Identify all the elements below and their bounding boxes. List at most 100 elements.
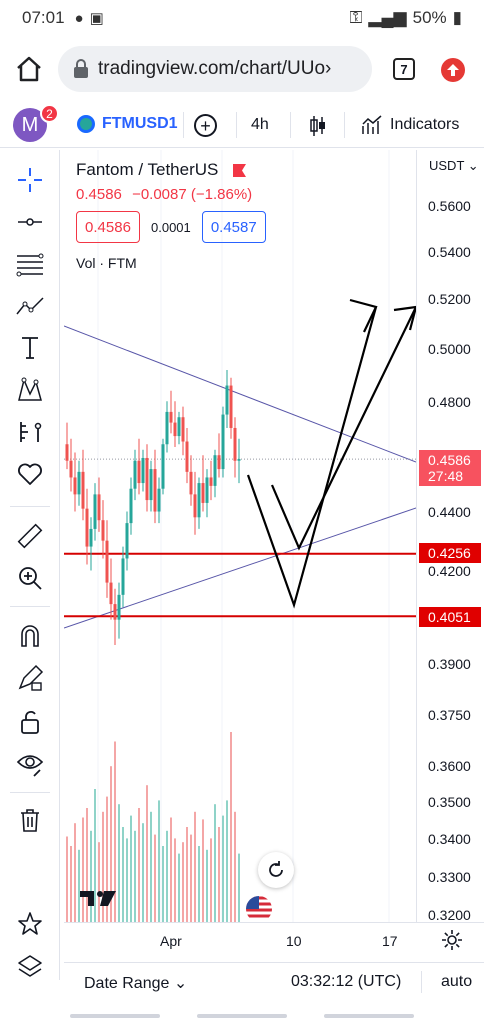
volume-bar <box>138 808 140 922</box>
symbol-search[interactable]: FTMUSD1 <box>76 114 178 134</box>
zoom-in-icon[interactable] <box>14 562 46 594</box>
reset-chart-button[interactable] <box>258 852 294 888</box>
chart-type-icon[interactable] <box>308 114 328 138</box>
volume-bar <box>234 811 236 922</box>
indicators-label: Indicators <box>390 116 460 133</box>
hide-drawings-icon[interactable] <box>14 748 46 780</box>
url-bar[interactable]: tradingview.com/chart/UUo› <box>58 46 372 92</box>
forecast-icon[interactable] <box>14 416 46 448</box>
candle-body <box>77 471 81 495</box>
divider <box>183 112 184 138</box>
time-tick: 10 <box>286 933 302 949</box>
price-tick: 0.4400 <box>428 504 471 520</box>
volume-bar <box>94 789 96 922</box>
tab-switcher-button[interactable]: 7 <box>393 58 415 80</box>
favorites-heart-icon[interactable] <box>14 458 46 490</box>
time-scale[interactable]: Apr 10 17 <box>64 922 484 962</box>
time-tick: Apr <box>160 933 182 949</box>
candle-body <box>129 488 133 524</box>
magnet-icon[interactable] <box>14 620 46 652</box>
volume-bar <box>98 842 100 922</box>
candle-body <box>181 417 185 442</box>
volume-bar <box>178 853 180 922</box>
auto-scale-toggle[interactable]: auto <box>441 973 473 990</box>
current-price-tag: 0.4586 27:48 <box>419 450 481 486</box>
divider <box>344 112 345 138</box>
home-icon[interactable] <box>14 54 44 84</box>
status-bar: 07:01 ● ▣ ⚿ ▂▄▆ 50% ▮ <box>0 0 484 36</box>
candle-body <box>229 385 233 428</box>
candle-body <box>217 455 221 470</box>
candle-body <box>189 471 193 495</box>
notification-badge: 2 <box>40 104 59 123</box>
volume-bar <box>146 785 148 922</box>
price-tick: 0.5600 <box>428 198 471 214</box>
trend-line-icon[interactable] <box>14 206 46 238</box>
date-range-button[interactable]: Date Range ⌄ <box>84 973 187 993</box>
candle-body <box>209 477 213 486</box>
volume-bar <box>194 811 196 922</box>
tradingview-logo-icon[interactable] <box>78 888 118 908</box>
volume-bar <box>154 834 156 922</box>
candle-body <box>93 494 97 529</box>
indicators-button[interactable]: Indicators <box>361 114 459 136</box>
volume-bar <box>134 830 136 922</box>
hline-price-tag: 0.4051 <box>419 607 481 627</box>
trash-icon[interactable] <box>14 804 46 836</box>
volume-bar <box>70 846 72 922</box>
volume-bar <box>126 838 128 922</box>
interval-button[interactable]: 4h <box>251 116 269 133</box>
volume-bar <box>130 815 132 922</box>
xabcd-pattern-icon[interactable] <box>14 374 46 406</box>
us-flag-icon[interactable] <box>246 896 272 922</box>
candle-body <box>221 414 225 470</box>
bottom-bar: Date Range ⌄ 03:32:12 (UTC) auto <box>64 962 484 1000</box>
candle-body <box>81 471 85 509</box>
currency-selector[interactable]: USDT ⌄ <box>429 158 479 173</box>
volume-bar <box>118 804 120 922</box>
compare-add-button[interactable]: + <box>194 114 217 137</box>
volume-bar <box>158 800 160 922</box>
utc-clock[interactable]: 03:32:12 (UTC) <box>291 973 402 990</box>
lock-icon <box>74 59 88 78</box>
update-icon[interactable] <box>441 58 465 82</box>
star-icon[interactable] <box>14 908 46 940</box>
candle-body <box>233 427 237 461</box>
volume-bar <box>230 732 232 922</box>
price-chart[interactable] <box>64 150 416 922</box>
volume-bar <box>222 815 224 922</box>
layers-icon[interactable] <box>14 950 46 982</box>
fib-retracement-icon[interactable] <box>14 248 46 280</box>
drawing-toolbar <box>0 150 60 980</box>
text-tool-icon[interactable] <box>14 332 46 364</box>
current-price: 0.4586 <box>428 452 471 468</box>
volume-bar <box>114 741 116 922</box>
candle-body <box>161 444 165 489</box>
price-scale[interactable] <box>416 150 484 922</box>
volume-bar <box>150 811 152 922</box>
flag-icon[interactable] <box>232 163 247 178</box>
buy-button[interactable]: 0.4587 <box>201 211 266 243</box>
candle-body <box>153 469 157 512</box>
lock-drawings-icon[interactable] <box>14 662 46 694</box>
candle-body <box>193 494 197 518</box>
volume-bar <box>102 811 104 922</box>
refresh-icon <box>269 861 283 877</box>
symbol-label: FTMUSD1 <box>102 115 178 132</box>
volume-bar <box>66 836 68 922</box>
price-tick: 0.3200 <box>428 907 471 923</box>
pattern-icon[interactable] <box>14 290 46 322</box>
sell-button[interactable]: 0.4586 <box>76 211 140 243</box>
projection-arrow <box>246 306 378 609</box>
unlock-icon[interactable] <box>14 706 46 738</box>
spread-value: 0.0001 <box>151 219 191 235</box>
ruler-icon[interactable] <box>14 520 46 552</box>
settings-gear-icon[interactable] <box>441 929 463 951</box>
price-tick: 0.3500 <box>428 794 471 810</box>
crosshair-icon[interactable] <box>14 164 46 196</box>
volume-bar <box>214 804 216 922</box>
nav-handle <box>70 1014 160 1018</box>
descending-trendline <box>64 325 416 463</box>
divider <box>10 792 50 793</box>
